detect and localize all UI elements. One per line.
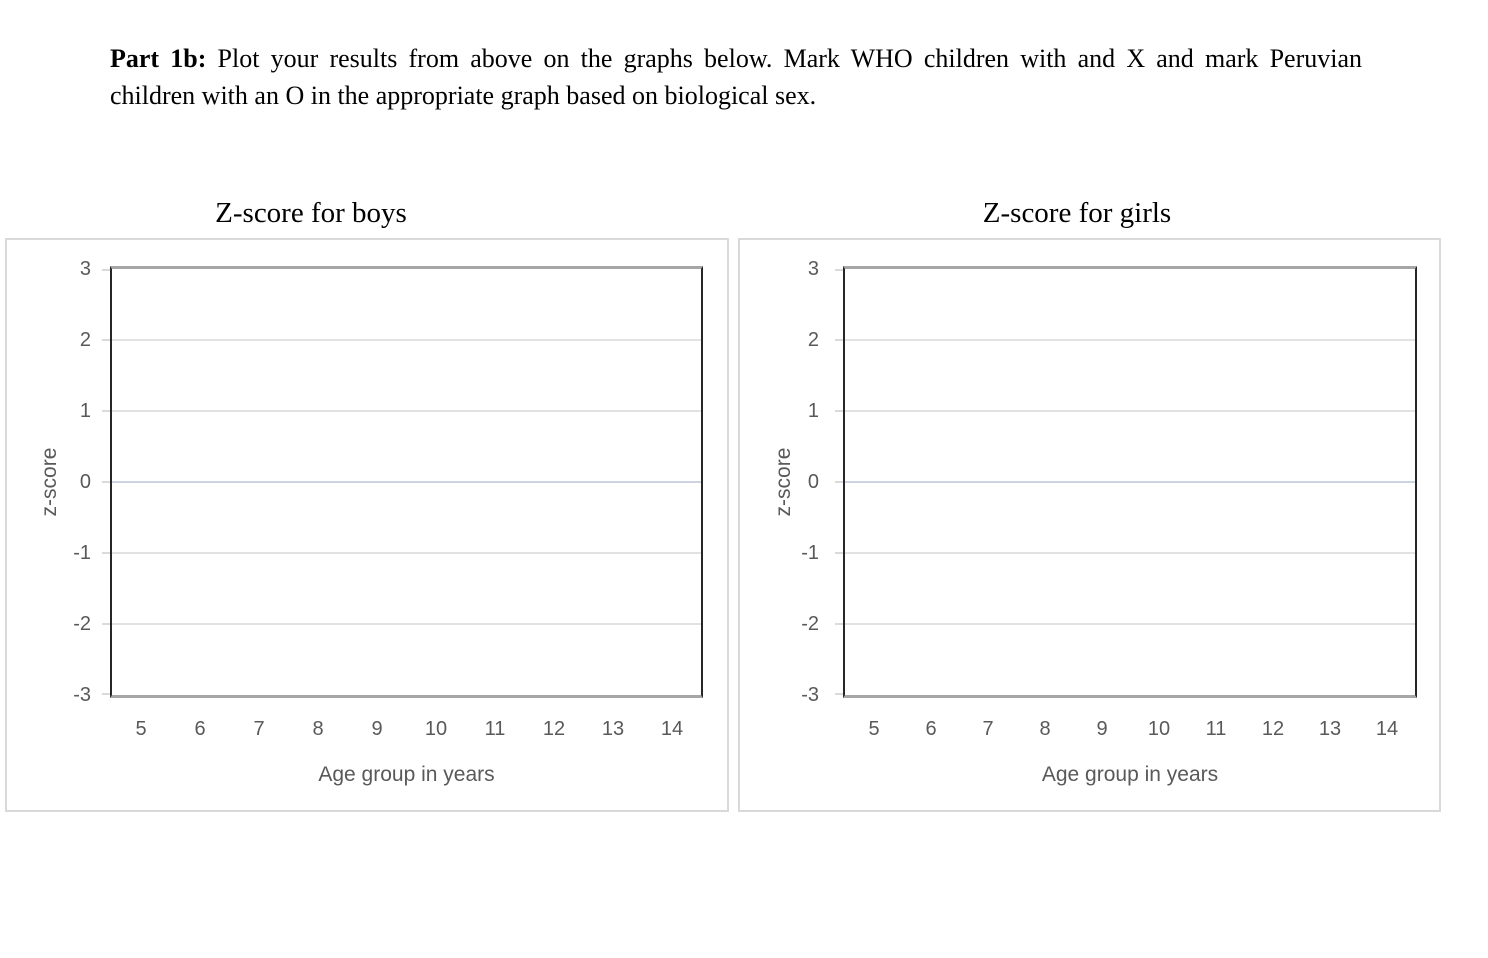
- y-axis-tick-mark: [102, 693, 110, 695]
- x-tick-label: 12: [542, 718, 566, 740]
- x-tick-label: 14: [660, 718, 684, 740]
- x-tick-label: 7: [253, 718, 265, 740]
- x-tick-label: 6: [194, 718, 206, 740]
- y-tick-label: 1: [79, 400, 91, 422]
- chart-boys: 3 2 1 0 -1 -2 -3 5 6 7 8 9 10 11 12 13 14 Age group in ye…: [5, 238, 729, 812]
- x-tick-label: 14: [1375, 718, 1399, 740]
- y-tick-label: -2: [73, 613, 91, 635]
- zero-gridline: [845, 481, 1415, 483]
- gridline: [845, 552, 1415, 554]
- x-tick-label: 5: [868, 718, 880, 740]
- y-axis-tick-mark: [102, 481, 110, 483]
- x-tick-label: 8: [312, 718, 324, 740]
- y-axis-tick-mark: [102, 269, 110, 271]
- gridline: [112, 339, 701, 341]
- x-tick-label: 9: [1096, 718, 1108, 740]
- chart-title-boys: Z-score for boys: [215, 197, 407, 229]
- y-tick-label: -3: [73, 684, 91, 706]
- gridline: [845, 339, 1415, 341]
- y-axis-tick-mark: [102, 410, 110, 412]
- x-tick-label: 7: [982, 718, 994, 740]
- y-axis-tick-mark: [835, 693, 843, 695]
- y-axis-tick-mark: [835, 410, 843, 412]
- x-axis-title: Age group in years: [1041, 763, 1219, 786]
- y-axis-tick-mark: [835, 339, 843, 341]
- x-tick-label: 13: [1318, 718, 1342, 740]
- chart-girls: 3 2 1 0 -1 -2 -3 5 6 7 8 9 10 11 12 13 14 Age group in ye…: [738, 238, 1441, 812]
- plot-area: [835, 266, 1417, 698]
- instructions-paragraph: Part 1b: Plot your results from above on…: [110, 40, 1362, 114]
- y-axis-tick-mark: [835, 481, 843, 483]
- y-tick-label: 1: [807, 400, 819, 422]
- y-tick-label: 0: [807, 471, 819, 493]
- y-tick-label: 0: [79, 471, 91, 493]
- y-axis-title: z-score: [38, 447, 61, 517]
- y-axis-tick-mark: [102, 552, 110, 554]
- y-axis-title: z-score: [772, 447, 795, 517]
- y-tick-label: 2: [79, 329, 91, 351]
- x-tick-label: 13: [601, 718, 625, 740]
- chart-title-girls: Z-score for girls: [982, 197, 1172, 229]
- y-tick-label: -2: [801, 613, 819, 635]
- gridline: [112, 552, 701, 554]
- y-axis-tick-mark: [835, 552, 843, 554]
- gridline: [112, 410, 701, 412]
- y-axis-tick-mark: [102, 339, 110, 341]
- y-tick-label: -1: [73, 542, 91, 564]
- part-label: Part 1b:: [110, 44, 207, 73]
- y-axis-tick-mark: [102, 623, 110, 625]
- x-tick-label: 8: [1039, 718, 1051, 740]
- plot-area: [102, 266, 703, 698]
- y-axis-tick-mark: [835, 269, 843, 271]
- instructions-text: Plot your results from above on the grap…: [110, 44, 1362, 110]
- x-tick-label: 12: [1261, 718, 1285, 740]
- x-axis-title: Age group in years: [318, 763, 495, 786]
- y-tick-label: 2: [807, 329, 819, 351]
- y-tick-label: -3: [801, 684, 819, 706]
- x-tick-label: 5: [135, 718, 147, 740]
- y-tick-label: 3: [79, 258, 91, 280]
- x-tick-label: 9: [371, 718, 383, 740]
- y-tick-label: -1: [801, 542, 819, 564]
- gridline: [112, 623, 701, 625]
- y-axis-tick-mark: [835, 623, 843, 625]
- x-tick-label: 11: [484, 718, 506, 740]
- gridline: [845, 623, 1415, 625]
- x-tick-label: 10: [424, 718, 448, 740]
- x-tick-label: 6: [925, 718, 937, 740]
- x-tick-label: 10: [1147, 718, 1171, 740]
- gridline: [845, 410, 1415, 412]
- x-tick-label: 11: [1205, 718, 1227, 740]
- zero-gridline: [112, 481, 701, 483]
- y-tick-label: 3: [807, 258, 819, 280]
